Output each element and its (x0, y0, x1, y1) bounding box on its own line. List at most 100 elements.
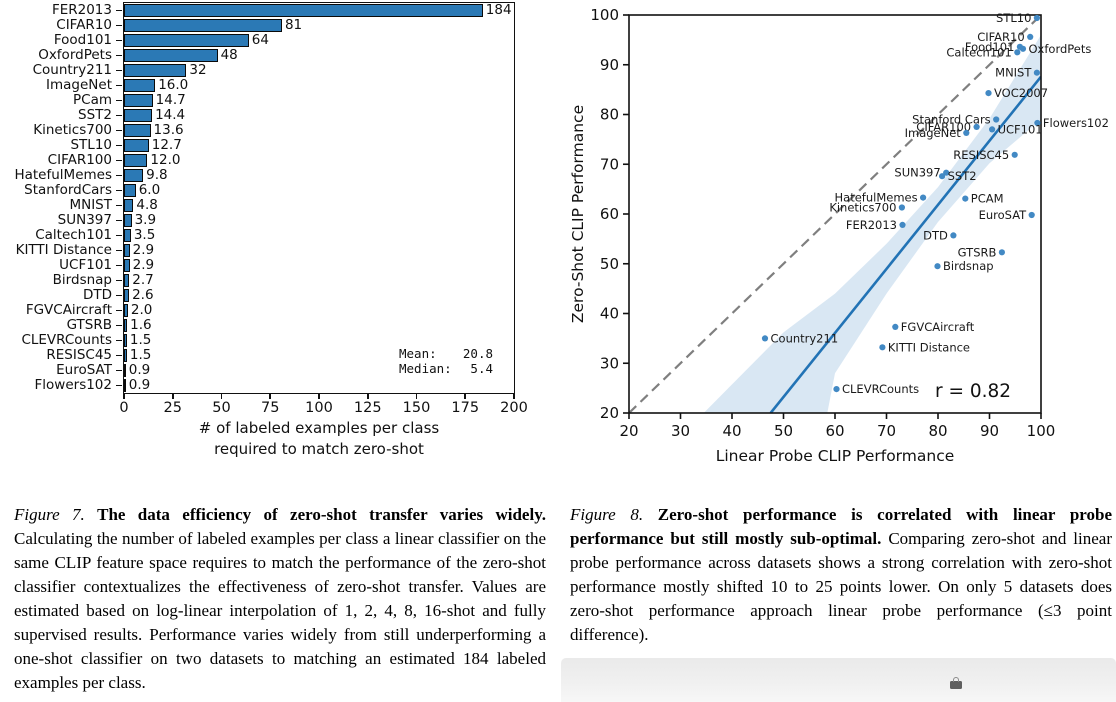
data-point (1034, 119, 1041, 127)
mean-row: Mean: 20.8 (399, 346, 493, 361)
data-point (920, 194, 927, 201)
y-tick (116, 39, 122, 42)
figure8-number: Figure 8. (570, 505, 644, 524)
y-tick (116, 324, 122, 327)
data-point-label: SUN397 (894, 166, 940, 180)
x-tick-label: 150 (402, 400, 431, 416)
x-tick (415, 394, 418, 399)
data-point (962, 195, 969, 202)
bar-value-label: 184 (485, 2, 512, 18)
y-tick-label: 80 (600, 106, 619, 124)
bar-value-label: 0.9 (128, 362, 151, 378)
bar-value-label: 6.0 (138, 182, 161, 198)
data-point-label: Kinetics700 (829, 201, 896, 215)
bar-value-label: 9.8 (146, 167, 168, 183)
bar-category-label: ImageNet (46, 77, 112, 93)
x-tick (220, 394, 223, 399)
y-tick (116, 159, 122, 162)
bar-category-label: CIFAR10 (56, 17, 112, 33)
x-axis-title: Linear Probe CLIP Performance (716, 447, 955, 465)
y-tick (116, 234, 122, 237)
y-tick (116, 354, 122, 357)
x-tick-label: 125 (353, 400, 382, 416)
lock-icon (950, 677, 962, 689)
data-point-label: UCF101 (998, 122, 1043, 136)
bar-category-label: GTSRB (66, 317, 112, 333)
figure7-caption-bold: The data efficiency of zero-shot transfe… (97, 505, 547, 524)
data-point-label: VOC2007 (994, 86, 1048, 100)
x-tick (464, 394, 467, 399)
y-tick-label: 20 (600, 404, 619, 422)
bar-value-label: 2.6 (132, 287, 154, 303)
x-tick (123, 394, 125, 399)
bar-category-label: UCF101 (59, 257, 112, 273)
bar-value-label: 2.9 (132, 257, 155, 273)
data-point (993, 116, 1000, 123)
x-tick (366, 394, 369, 399)
data-point (985, 90, 992, 97)
y-axis-title: Zero-Shot CLIP Performance (569, 105, 587, 323)
figure7-plot-area: 184 81 64 48 32 16.0 14.7 14.4 13.6 12.7 12.0 9.8 6.… (123, 2, 515, 394)
bar-category-label: DTD (82, 287, 112, 303)
bar-category-label: CLEVRCounts (21, 332, 112, 348)
bar-category-label: MNIST (69, 197, 112, 213)
bar-category-label: StanfordCars (24, 182, 112, 198)
y-tick-label: 50 (600, 255, 619, 273)
x-tick-label: 0 (119, 400, 129, 416)
x-tick-label: 75 (261, 400, 280, 416)
bar (124, 124, 151, 137)
x-tick-label: 100 (1027, 422, 1056, 440)
data-point-label: KITTI Distance (888, 340, 970, 354)
data-point (934, 263, 941, 270)
bar-category-label: Caltech101 (35, 227, 112, 243)
data-point-label: DTD (923, 228, 948, 242)
bar (124, 364, 126, 377)
figure8-plot-area: 20 30 40 50 60 70 80 90 100 20 30 40 50 60 70 80 90 100 Li… (569, 6, 1109, 465)
bar (124, 349, 127, 362)
bar-category-label: PCam (73, 92, 112, 108)
y-tick (116, 24, 122, 27)
y-tick (116, 69, 122, 72)
bar-value-label: 81 (284, 17, 303, 33)
data-point-label: Stanford Cars (912, 113, 991, 127)
y-tick (116, 309, 122, 312)
bar-category-label: Kinetics700 (33, 122, 112, 138)
x-tick-label: 175 (451, 400, 480, 416)
bar-value-label: 1.5 (129, 332, 152, 348)
data-point (989, 126, 996, 133)
y-tick-label: 100 (590, 6, 619, 24)
x-tick-label: 40 (722, 422, 741, 440)
bar-value-label: 16.0 (158, 77, 189, 93)
y-tick-label: 60 (600, 205, 619, 223)
y-tick (116, 264, 122, 267)
bar-category-label: SUN397 (57, 212, 112, 228)
figure8-scatter-chart: 20 30 40 50 60 70 80 90 100 20 30 40 50 60 70 80 90 100 Li… (560, 0, 1116, 478)
bar-value-label: 0.9 (128, 377, 151, 393)
data-point-label: ImageNet (905, 126, 962, 140)
y-tick (116, 129, 122, 132)
bar-value-label: 12.7 (151, 137, 182, 153)
data-point (1011, 151, 1018, 158)
bar-value-label: 48 (220, 47, 238, 63)
bar-value-label: 14.7 (155, 92, 186, 108)
y-tick-label: 90 (600, 56, 619, 74)
figure7-bar-chart: 184 81 64 48 32 16.0 14.7 14.4 13.6 12.7 12.0 9.8 6.… (0, 0, 560, 478)
x-tick-label: 30 (671, 422, 690, 440)
bar (124, 274, 130, 287)
bar-value-label: 3.9 (134, 212, 157, 228)
bar (124, 34, 249, 47)
y-tick (116, 249, 122, 252)
next-figure-preview-panel (561, 658, 1116, 702)
data-point (1028, 211, 1035, 219)
y-tick-label: 40 (600, 305, 619, 323)
bar (124, 184, 136, 197)
data-point-label: Flowers102 (1043, 116, 1109, 130)
data-point (761, 335, 769, 342)
data-point-label: PCAM (971, 192, 1004, 206)
x-tick-label: 70 (877, 422, 896, 440)
figure7-number: Figure 7. (14, 505, 85, 524)
y-tick (116, 114, 122, 117)
y-tick (116, 99, 122, 102)
data-point (833, 386, 840, 393)
bar-category-label: Food101 (53, 32, 112, 48)
